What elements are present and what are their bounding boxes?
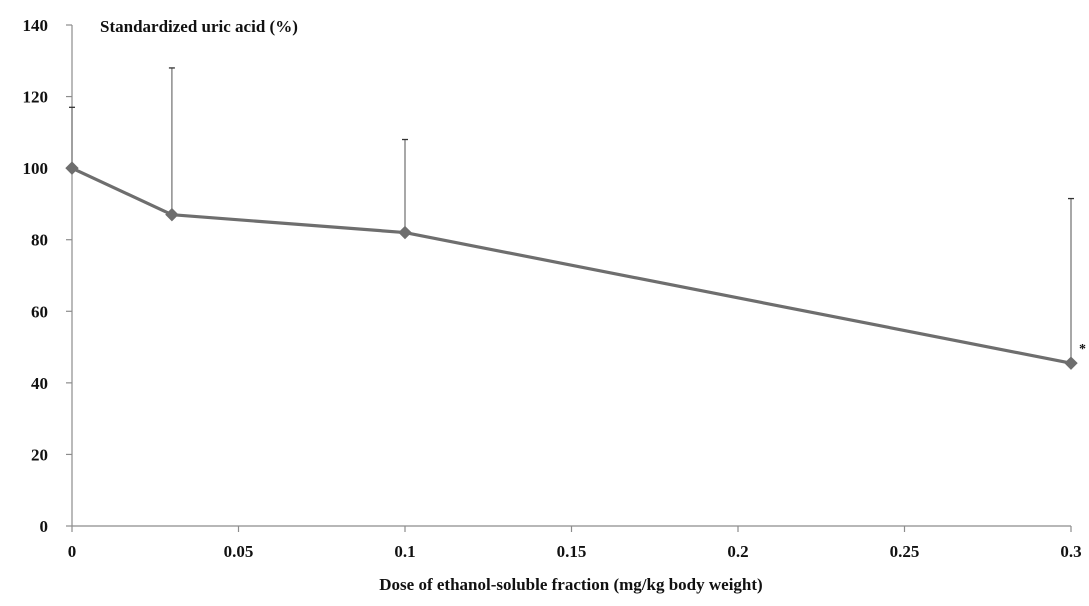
data-point [165, 207, 179, 222]
x-tick-label: 0.15 [557, 542, 587, 561]
y-tick-label: 140 [23, 16, 49, 35]
y-tick-label: 0 [40, 517, 49, 536]
data-point [65, 161, 79, 175]
x-axis-title: Dose of ethanol-soluble fraction (mg/kg … [379, 575, 762, 594]
data-point [398, 225, 412, 240]
x-tick-label: 0 [68, 542, 77, 561]
y-tick-label: 20 [31, 445, 48, 464]
y-tick-label: 40 [31, 374, 48, 393]
x-tick-label: 0.3 [1060, 542, 1081, 561]
x-tick-label: 0.1 [394, 542, 415, 561]
y-tick-label: 100 [23, 159, 49, 178]
series-line [71, 166, 1072, 365]
data-point [1064, 356, 1078, 370]
x-tick-label: 0.05 [224, 542, 254, 561]
significance-mark: * [1079, 342, 1086, 357]
x-tick-label: 0.25 [890, 542, 920, 561]
y-tick-label: 120 [23, 88, 49, 107]
x-tick-label: 0.2 [727, 542, 748, 561]
chart-title: Standardized uric acid (%) [100, 17, 298, 36]
y-tick-label: 60 [31, 302, 48, 321]
y-tick-label: 80 [31, 231, 48, 250]
